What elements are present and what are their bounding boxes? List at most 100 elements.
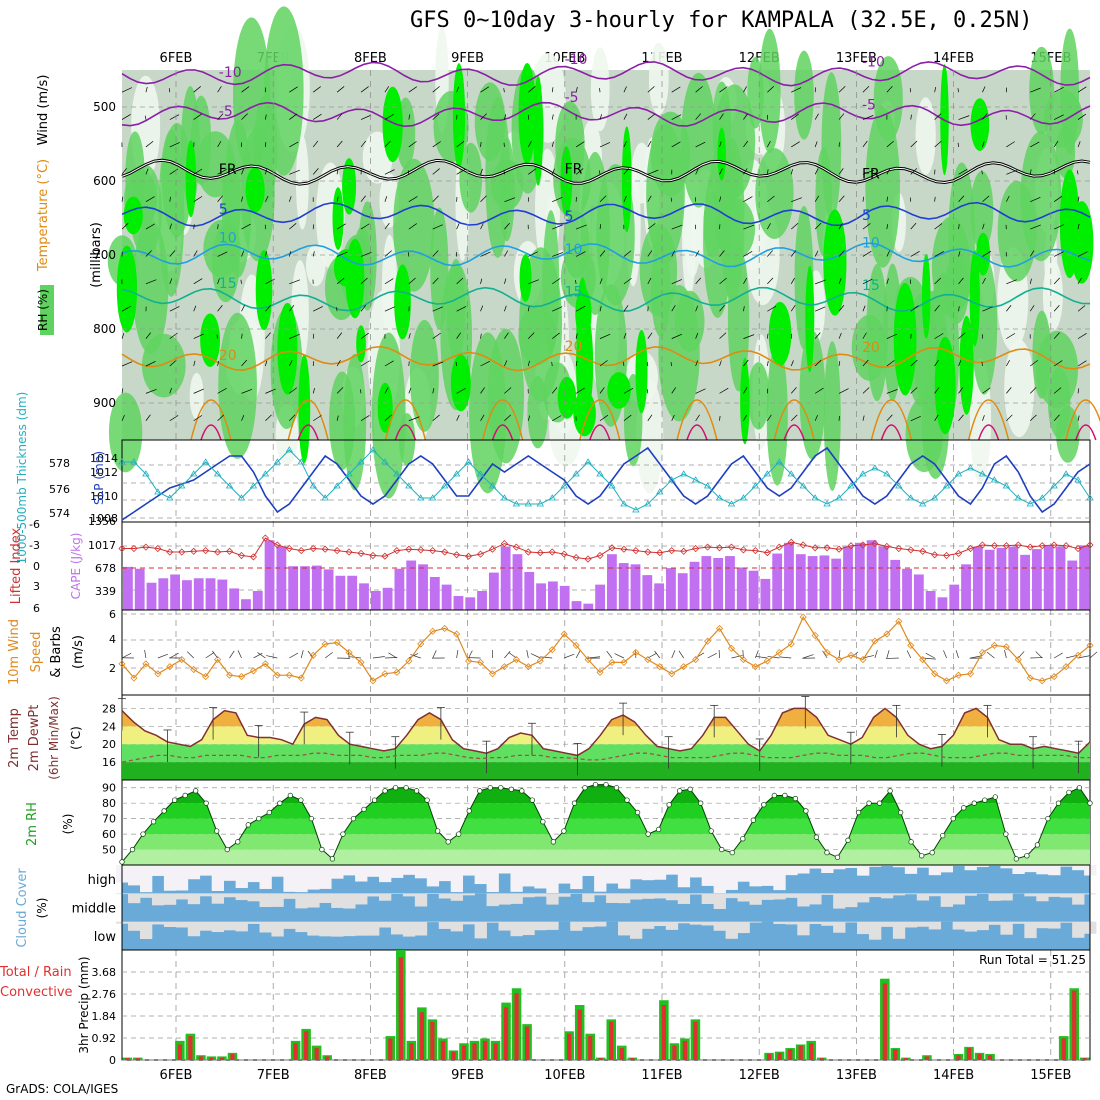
wind-barb <box>862 223 871 230</box>
lifted-index-marker <box>309 544 317 553</box>
rh-saturated-patch <box>255 250 273 331</box>
wind-speed-marker <box>381 670 389 678</box>
lifted-index-marker <box>202 547 210 555</box>
lifted-index-marker <box>1086 541 1094 549</box>
precip-convective-bar <box>419 1012 424 1060</box>
cloud-cell <box>964 893 977 896</box>
thickness-marker <box>189 470 198 477</box>
cloud-cell <box>235 865 248 889</box>
wind-barb <box>599 387 605 394</box>
cape-bar <box>784 542 794 610</box>
cloud-cell <box>355 893 368 905</box>
rh-saturated-patch <box>959 315 974 415</box>
lifted-index-marker <box>584 555 592 563</box>
wind-barb <box>551 168 555 175</box>
wind-speed-marker <box>871 637 879 645</box>
lifted-index-marker <box>775 543 783 551</box>
rh2m-marker <box>1013 856 1019 862</box>
wind-barb <box>408 277 416 285</box>
thickness-marker <box>1026 500 1034 507</box>
rh-moist-patch <box>527 376 549 449</box>
wind-barb <box>958 251 961 257</box>
wind-barb <box>552 197 563 203</box>
lifted-index-marker <box>990 542 998 550</box>
thickness-marker <box>608 482 616 489</box>
rh-moist-patch <box>409 319 439 432</box>
precip-convective-bar <box>125 1058 130 1060</box>
cloud-cell <box>641 921 655 929</box>
wind-barb <box>312 86 321 93</box>
rh-moist-patch <box>329 371 356 470</box>
wind-barb <box>288 251 292 257</box>
wind-barb <box>862 387 870 394</box>
wind-barb <box>240 279 242 284</box>
wind-barb <box>408 223 417 230</box>
wind-barb <box>193 86 201 93</box>
cloud-cell <box>845 865 858 868</box>
rh-ylabel-unit: (%) <box>61 814 75 835</box>
cape-bar <box>878 546 889 610</box>
wind-barb <box>193 360 196 367</box>
thickness-tick-label: 578 <box>49 457 70 470</box>
cloud-cell <box>247 893 260 902</box>
rh2m-marker <box>498 785 504 791</box>
wind-speed-marker <box>405 657 413 665</box>
wind-barb <box>1006 333 1016 339</box>
cloud-cell <box>916 921 930 927</box>
contour-label: -10 <box>219 65 242 81</box>
wind-barb <box>814 414 818 421</box>
date-label-bottom: 6FEB <box>160 1068 193 1083</box>
precip-convective-bar <box>609 1021 614 1060</box>
surface-wind-barb <box>504 651 511 659</box>
cloud-cell <box>355 921 368 936</box>
wind-barb <box>336 196 339 202</box>
lifted-index-marker <box>751 547 759 555</box>
surface-wind-barb <box>614 653 625 659</box>
lifted-tick-label: -6 <box>29 518 40 531</box>
wind-barb <box>504 360 508 367</box>
rh2m-marker <box>529 797 535 803</box>
wind-speed-marker <box>524 663 532 671</box>
precip-convective-bar <box>219 1057 225 1060</box>
wind-barb <box>886 389 898 394</box>
cloud-cell <box>1000 865 1013 869</box>
rh2m-marker <box>487 785 493 791</box>
cloud-cell <box>976 921 989 931</box>
cloud-cell <box>163 865 177 891</box>
surface-wind-barb <box>300 650 304 659</box>
rh2m-marker <box>792 795 799 802</box>
wind-barb <box>145 279 157 285</box>
mb-tick-label: 800 <box>93 322 116 336</box>
cloud-cell <box>486 865 499 893</box>
wind-barb <box>719 168 723 175</box>
wind-barb <box>599 306 602 312</box>
wind-speed-line <box>121 615 1091 682</box>
lifted-index-marker <box>883 542 891 550</box>
wind-barb <box>719 250 725 257</box>
contour-loop <box>686 424 708 441</box>
wind-barb <box>504 332 509 339</box>
wind-barb <box>168 88 171 93</box>
thickness-marker <box>321 494 329 501</box>
thickness-marker <box>393 470 401 477</box>
wind-barb <box>241 223 251 230</box>
wind-barb <box>671 224 683 230</box>
wind-speed-marker <box>1026 674 1034 682</box>
wind-speed-marker <box>393 668 401 676</box>
cape-bar <box>536 583 546 610</box>
wind-barb <box>169 332 178 339</box>
cloud-cell <box>785 921 798 925</box>
cape-bar <box>1055 546 1066 610</box>
rh2m-marker <box>382 788 388 794</box>
wind-barb <box>217 113 224 120</box>
lifted-index-marker <box>1074 544 1082 553</box>
cloud-cell <box>307 921 320 936</box>
wind-barb <box>719 415 721 421</box>
thickness-marker <box>859 470 867 477</box>
rh-moist-patch <box>487 328 525 464</box>
wind-barb <box>289 141 299 148</box>
wind-barb <box>958 387 964 394</box>
cloud-cell <box>785 865 798 876</box>
wind-barb <box>958 224 960 230</box>
precip-convective-bar <box>472 1043 477 1060</box>
